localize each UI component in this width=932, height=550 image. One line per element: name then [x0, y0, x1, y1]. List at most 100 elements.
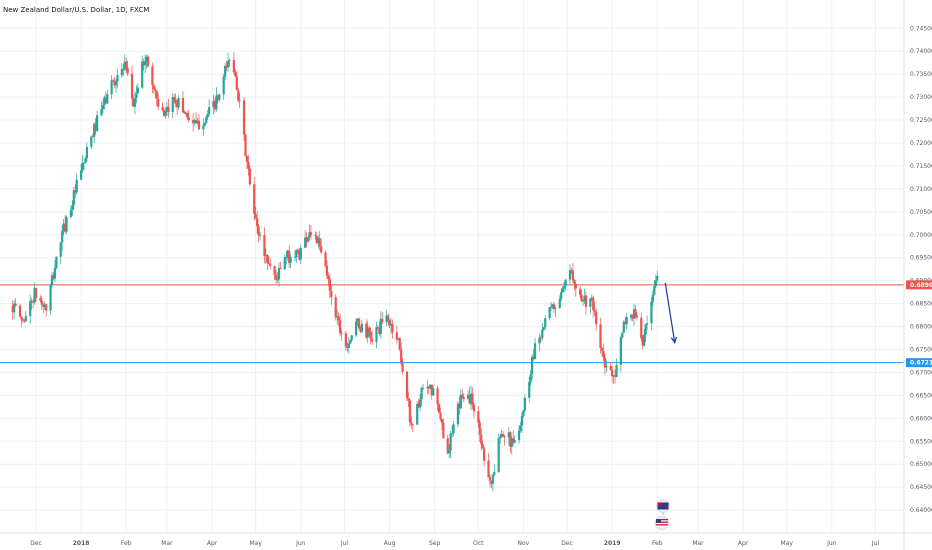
candle-body [528, 382, 531, 398]
candle-body [29, 300, 32, 317]
candle-body [285, 257, 288, 258]
arrow-head [670, 336, 678, 344]
candle-body [340, 332, 343, 334]
candle-body [162, 109, 166, 116]
candle-body [379, 318, 382, 334]
candle-body [258, 235, 262, 236]
candle-body [472, 404, 476, 412]
candle-body [141, 61, 144, 88]
candle-body [45, 304, 48, 311]
candle-body [75, 179, 78, 193]
candle-body [427, 386, 430, 389]
candle-body [599, 324, 602, 349]
candle-body [365, 323, 368, 338]
candle-body [315, 236, 318, 244]
candle-body [395, 332, 398, 340]
candle-body [317, 238, 320, 244]
candle-body [161, 106, 164, 110]
candle-body [192, 120, 195, 124]
candle-body [216, 95, 219, 100]
candle-body [218, 94, 221, 100]
candle-body [203, 123, 206, 126]
candle-body [635, 315, 638, 318]
time-axis[interactable]: Dec 2018 Feb Mar Apr May Jun Jul Aug Sep Oct Nov Dec… [30, 540, 879, 547]
candle-body [520, 415, 524, 426]
candle-body [53, 267, 57, 279]
candle-body [419, 399, 422, 408]
candle-body [442, 422, 445, 439]
candle-body [225, 65, 228, 68]
candle-body [532, 356, 535, 360]
candle-body [541, 329, 544, 338]
candle-body [116, 75, 119, 82]
candle-body [523, 397, 526, 411]
candle-body [85, 146, 89, 159]
candle-body [609, 366, 612, 370]
flag-nz-icon[interactable] [656, 499, 670, 513]
candle-body [388, 320, 391, 326]
candle-body [613, 375, 617, 377]
candle-body [378, 328, 381, 334]
candle-body [654, 280, 657, 287]
candle-body [213, 100, 217, 110]
flag-us-icon[interactable] [654, 515, 670, 531]
time-tick-label: May [249, 540, 262, 547]
candle-body [600, 348, 604, 351]
candle-body [164, 111, 167, 116]
candle-body [222, 76, 225, 95]
candle-body [452, 424, 455, 434]
candle-body [267, 262, 270, 264]
candle-body [112, 80, 115, 82]
candle-body [437, 404, 441, 413]
candle-body [212, 100, 215, 108]
candle-body [461, 394, 464, 398]
candle-body [483, 448, 486, 461]
candle-body [157, 98, 160, 107]
candle-body [593, 310, 596, 312]
candle-body [410, 422, 413, 425]
candle-body [641, 338, 644, 346]
candle-body [629, 314, 633, 318]
candle-body [624, 321, 627, 325]
candle-body [184, 113, 187, 114]
candle-body [581, 300, 585, 302]
candle-body [269, 263, 272, 267]
candle-body [50, 275, 54, 285]
candle-body [574, 283, 577, 289]
candle-body [295, 249, 298, 258]
candle-body [234, 72, 237, 77]
candle-body [589, 298, 592, 307]
candle-body [398, 338, 401, 350]
candle-body [306, 237, 310, 242]
candle-body [324, 252, 327, 267]
candle-body [288, 250, 291, 263]
candle-body [570, 270, 573, 271]
candle-body [286, 250, 289, 258]
candle-body [432, 388, 435, 396]
candle-body [619, 337, 622, 365]
candle-body [69, 210, 73, 217]
candle-body [165, 106, 169, 112]
candle-body [478, 422, 481, 435]
candle-body [477, 411, 480, 423]
candle-body [136, 87, 139, 94]
candle-body [503, 436, 506, 438]
candle-body [615, 364, 618, 377]
projection-arrow[interactable] [664, 282, 678, 344]
candle-body [509, 432, 512, 447]
horizontal-levels[interactable] [0, 284, 904, 364]
candle-body [296, 249, 299, 253]
time-tick-label: Dec [30, 540, 42, 547]
candle-body [370, 338, 374, 342]
candle-body [612, 375, 615, 377]
candle-body [337, 316, 340, 321]
candle-body [564, 279, 567, 287]
candle-body [289, 257, 292, 263]
candle-body [411, 424, 414, 426]
candle-body [571, 270, 574, 281]
